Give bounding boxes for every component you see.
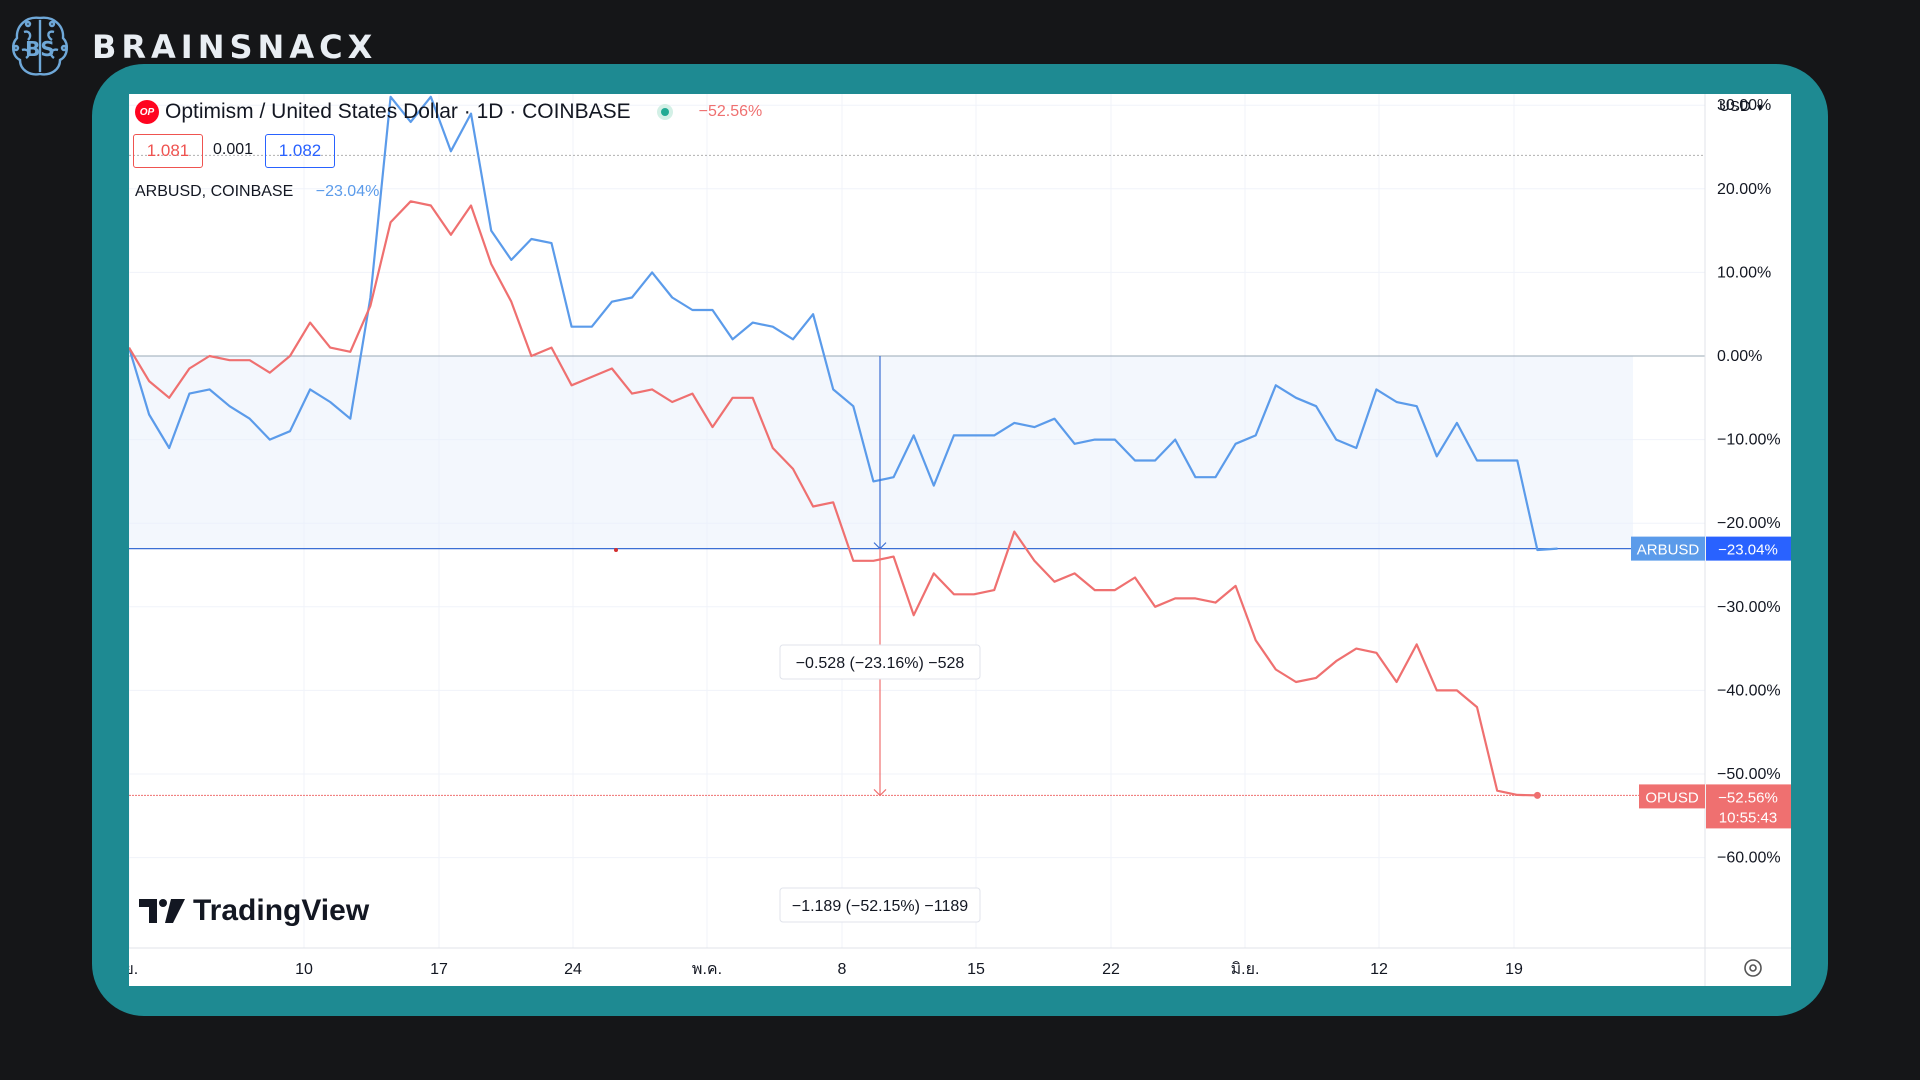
brand: BS BRAINSNACX xyxy=(8,10,377,84)
x-tick-label: 15 xyxy=(967,961,985,978)
bid-box[interactable]: 1.081 xyxy=(133,134,203,168)
compare-change: −23.04% xyxy=(315,183,380,200)
opusd-name-tag-text: OPUSD xyxy=(1645,789,1699,806)
op-badge-icon: OP xyxy=(135,100,159,124)
logo-letters: BS xyxy=(25,37,55,61)
opusd-value-tag-text: −52.56% xyxy=(1718,789,1778,806)
arbusd-value-tag-text: −23.04% xyxy=(1718,542,1778,559)
y-tick-label: −20.00% xyxy=(1717,515,1781,532)
currency-label: USD xyxy=(1719,98,1751,115)
measure-arrow-arb xyxy=(873,542,887,550)
compare-symbol: ARBUSD, COINBASE xyxy=(135,183,294,200)
brain-logo-icon: BS xyxy=(12,16,68,76)
spread-value: 0.001 xyxy=(213,141,254,158)
measure-lower-label: −1.189 (−52.15%) −1189 xyxy=(792,898,968,915)
chart-dot-marker xyxy=(614,548,618,552)
x-tick-label: .ย. xyxy=(129,961,138,978)
arbusd-name-tag-text: ARBUSD xyxy=(1637,542,1700,559)
x-tick-label: 10 xyxy=(295,961,313,978)
tradingview-watermark: TradingView xyxy=(139,894,369,928)
y-tick-label: −50.00% xyxy=(1717,766,1781,783)
brand-name: BRAINSNACX xyxy=(92,28,378,66)
symbol-change: −52.56% xyxy=(698,103,763,120)
x-tick-label: 22 xyxy=(1102,961,1120,978)
measure-upper-label-box xyxy=(779,644,981,680)
x-tick-label: 12 xyxy=(1370,961,1388,978)
y-tick-label: 10.00% xyxy=(1717,264,1771,281)
x-tick-label: 17 xyxy=(430,961,448,978)
market-open-icon xyxy=(656,104,673,120)
y-tick-label: 30.00% xyxy=(1717,97,1771,114)
measure-lower-label-box xyxy=(779,887,981,923)
opusd-name-tag xyxy=(1639,784,1705,809)
tradingview-logo-icon xyxy=(139,899,185,923)
y-tick-label: −40.00% xyxy=(1717,682,1781,699)
x-tick-label: 8 xyxy=(838,961,847,978)
y-tick-label: −30.00% xyxy=(1717,599,1781,616)
x-tick-label: 19 xyxy=(1505,961,1523,978)
x-tick-label: 24 xyxy=(564,961,582,978)
measure-upper-label: −0.528 (−23.16%) −528 xyxy=(796,655,965,672)
y-tick-label: 20.00% xyxy=(1717,181,1771,198)
arbusd-name-tag xyxy=(1631,536,1705,561)
y-tick-label: −60.00% xyxy=(1717,850,1781,867)
currency-selector[interactable]: USD ▼ xyxy=(1719,98,1765,115)
opusd-value-tag xyxy=(1706,784,1791,829)
symbol-title[interactable]: Optimism / United States Dollar · 1D · C… xyxy=(165,100,631,123)
x-tick-label: พ.ค. xyxy=(692,961,722,978)
price-chart[interactable]: −0.528 (−23.16%) −528 −1.189 (−52.15%) −1… xyxy=(129,94,1791,986)
opusd-last-point xyxy=(1533,791,1541,799)
y-tick-label: 0.00% xyxy=(1717,348,1762,365)
arbusd-value-tag xyxy=(1706,536,1791,561)
opusd-countdown: 10:55:43 xyxy=(1719,809,1777,826)
y-tick-label: −10.00% xyxy=(1717,432,1781,449)
symbol-legend[interactable]: OP Optimism / United States Dollar · 1D … xyxy=(135,100,762,124)
settings-gear-icon[interactable] xyxy=(1744,959,1762,977)
chart-panel[interactable]: −0.528 (−23.16%) −528 −1.189 (−52.15%) −1… xyxy=(129,94,1791,986)
watermark-text: TradingView xyxy=(193,894,370,927)
measure-arrow-op xyxy=(873,788,887,797)
x-tick-label: มิ.ย. xyxy=(1231,961,1260,978)
ask-box[interactable]: 1.082 xyxy=(265,134,335,168)
measure-range-box xyxy=(129,356,1633,549)
compare-legend[interactable]: ARBUSD, COINBASE −23.04% xyxy=(135,183,379,201)
arbusd-series-line[interactable] xyxy=(129,95,1558,552)
opusd-series-line[interactable] xyxy=(129,200,1538,797)
chevron-down-icon: ▼ xyxy=(1754,103,1765,114)
